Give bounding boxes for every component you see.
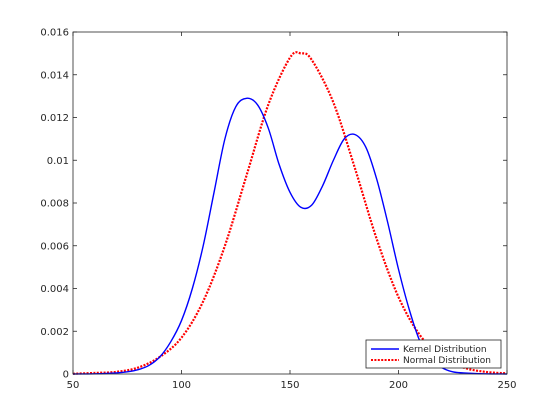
y-tick-label: 0.006 (40, 241, 69, 252)
y-tick-label: 0.004 (40, 284, 69, 295)
y-tick-label: 0.002 (40, 327, 69, 338)
x-tick-label: 250 (497, 380, 516, 391)
x-tick-label: 100 (172, 380, 191, 391)
legend-box (365, 339, 502, 369)
y-tick-label: 0.012 (40, 113, 69, 124)
y-tick-label: 0.008 (40, 199, 69, 210)
x-tick-label: 50 (67, 380, 80, 391)
axes-background (73, 32, 507, 374)
legend-label: Normal Distribution (403, 356, 491, 366)
y-tick-label: 0 (63, 370, 69, 381)
x-tick-label: 150 (280, 380, 299, 391)
y-tick-label: 0.014 (40, 70, 69, 81)
y-tick-label: 0.01 (47, 156, 69, 167)
y-tick-label: 0.016 (40, 28, 69, 39)
x-tick-label: 200 (389, 380, 408, 391)
legend-label: Kernel Distribution (403, 345, 487, 355)
ticks-layer: 50 100 150 200 250 0 0.002 0.004 0.006 0.008 0.01 0… (40, 28, 516, 392)
